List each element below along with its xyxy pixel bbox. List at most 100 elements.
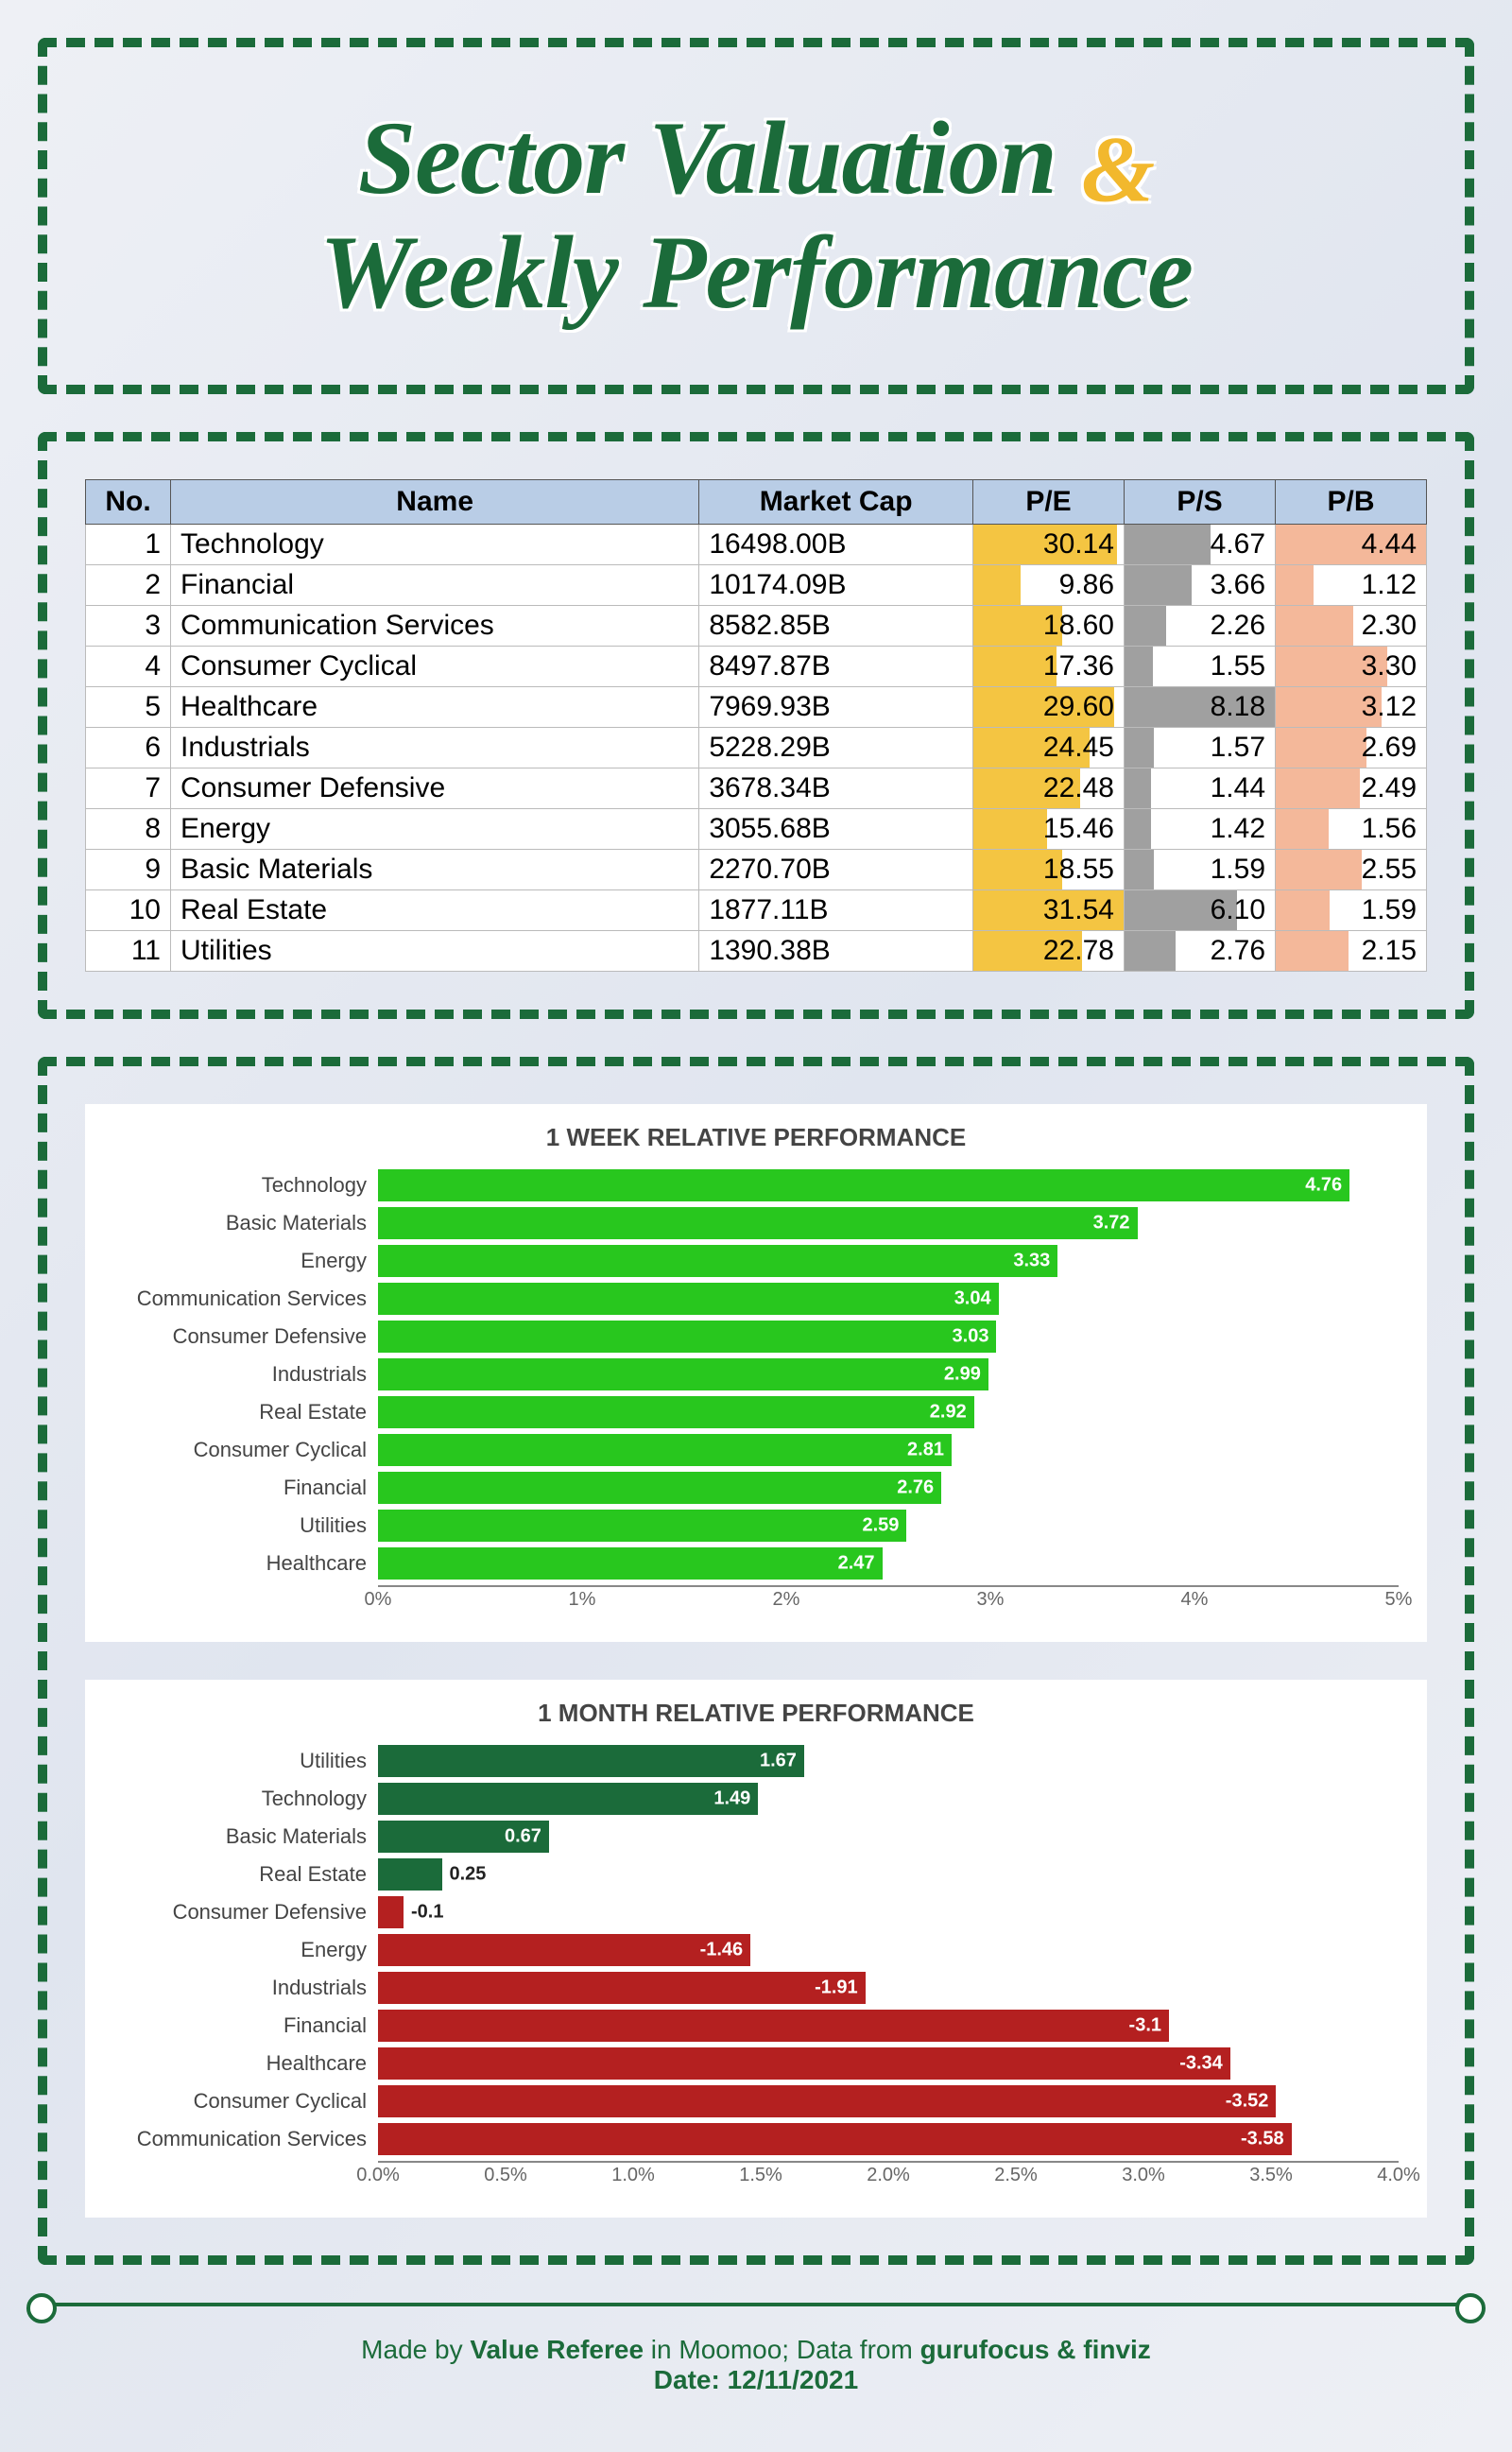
hbar-track: 3.04 xyxy=(378,1281,1399,1317)
hbar-bar xyxy=(378,1283,999,1315)
hbar-bar xyxy=(378,2010,1169,2042)
hbar-row: Consumer Cyclical -3.52 xyxy=(113,2083,1399,2119)
hbar-bar xyxy=(378,2123,1292,2155)
hbar-row: Consumer Cyclical2.81 xyxy=(113,1432,1399,1468)
hbar-label: Healthcare xyxy=(113,1551,378,1576)
hbar-row: Consumer Defensive-0.1 xyxy=(113,1894,1399,1930)
hbar-value: -1.46 xyxy=(700,1939,744,1960)
axis-tick: 3.5% xyxy=(1249,2165,1293,2186)
axis-tick: 4% xyxy=(1181,1589,1209,1611)
table-row: 11Utilities1390.38B22.782.762.15 xyxy=(86,930,1427,971)
row-ps: 1.55 xyxy=(1125,646,1276,686)
hbar-track: 3.72 xyxy=(378,1205,1399,1241)
row-pb: 3.12 xyxy=(1276,686,1427,727)
axis-tick: 2% xyxy=(773,1589,800,1611)
row-name: Technology xyxy=(171,524,699,564)
row-mcap: 10174.09B xyxy=(699,564,973,605)
hbar-value: -3.52 xyxy=(1226,2090,1269,2112)
footer-author: Value Referee xyxy=(470,2335,644,2364)
axis-tick: 4.0% xyxy=(1377,2165,1420,2186)
row-pe: 22.78 xyxy=(973,930,1125,971)
hbar-bar xyxy=(378,1358,988,1390)
footer: Made by Value Referee in Moomoo; Data fr… xyxy=(38,2303,1474,2414)
title-line1: Sector Valuation xyxy=(358,100,1057,216)
hbar-value: 2.92 xyxy=(930,1401,967,1423)
hbar-row: Utilities2.59 xyxy=(113,1508,1399,1544)
row-pe: 29.60 xyxy=(973,686,1125,727)
row-name: Energy xyxy=(171,808,699,849)
hbar-label: Consumer Cyclical xyxy=(113,2089,378,2114)
hbar-label: Energy xyxy=(113,1249,378,1273)
hbar-bar xyxy=(378,1858,442,1891)
table-header: Market Cap xyxy=(699,479,973,524)
hbar-track: 1.49 xyxy=(378,1781,1399,1817)
hbar-row: Consumer Defensive3.03 xyxy=(113,1319,1399,1355)
row-no: 6 xyxy=(86,727,171,768)
hbar-value: 0.25 xyxy=(450,1863,487,1885)
hbar-value: -3.34 xyxy=(1179,2052,1223,2074)
hbar-label: Technology xyxy=(113,1787,378,1811)
row-pb: 2.55 xyxy=(1276,849,1427,889)
hbar-value: 3.04 xyxy=(954,1287,991,1309)
row-pb: 2.69 xyxy=(1276,727,1427,768)
hbar-bar xyxy=(378,1245,1057,1277)
axis-tick: 0% xyxy=(365,1589,392,1611)
hbar-label: Communication Services xyxy=(113,2127,378,2151)
row-no: 2 xyxy=(86,564,171,605)
hbar-value: -1.91 xyxy=(815,1977,858,1998)
hbar-bar xyxy=(378,1434,952,1466)
hbar-row: Technology4.76 xyxy=(113,1167,1399,1203)
hbar-bar xyxy=(378,2085,1276,2117)
hbar-bar xyxy=(378,1745,804,1777)
axis-tick: 3% xyxy=(977,1589,1005,1611)
hbar-value: 1.67 xyxy=(760,1750,797,1771)
hbar-track: 2.92 xyxy=(378,1394,1399,1430)
row-no: 4 xyxy=(86,646,171,686)
row-pe: 17.36 xyxy=(973,646,1125,686)
hbar-value: 3.72 xyxy=(1093,1212,1130,1234)
table-header: No. xyxy=(86,479,171,524)
hbar-track: 0.67 xyxy=(378,1819,1399,1855)
hbar-label: Basic Materials xyxy=(113,1211,378,1235)
performance-panel: 1 WEEK RELATIVE PERFORMANCE Technology4.… xyxy=(38,1057,1474,2265)
hbar-bar xyxy=(378,1783,758,1815)
row-no: 3 xyxy=(86,605,171,646)
row-pb: 4.44 xyxy=(1276,524,1427,564)
row-pb: 1.56 xyxy=(1276,808,1427,849)
table-row: 4Consumer Cyclical8497.87B17.361.553.30 xyxy=(86,646,1427,686)
row-mcap: 2270.70B xyxy=(699,849,973,889)
row-ps: 4.67 xyxy=(1125,524,1276,564)
table-header: P/S xyxy=(1125,479,1276,524)
hbar-label: Financial xyxy=(113,2013,378,2038)
hbar-bar xyxy=(378,1547,883,1580)
row-mcap: 1390.38B xyxy=(699,930,973,971)
hbar-row: Industrials2.99 xyxy=(113,1356,1399,1392)
hbar-bar xyxy=(378,2047,1230,2080)
hbar-track: -3.34 xyxy=(378,2046,1399,2081)
table-row: 5Healthcare7969.93B29.608.183.12 xyxy=(86,686,1427,727)
row-mcap: 1877.11B xyxy=(699,889,973,930)
hbar-label: Financial xyxy=(113,1476,378,1500)
hbar-row: Industrials-1.91 xyxy=(113,1970,1399,2006)
hbar-value: -3.58 xyxy=(1241,2128,1284,2150)
hbar-value: 2.59 xyxy=(863,1514,900,1536)
row-pe: 18.55 xyxy=(973,849,1125,889)
table-row: 1Technology16498.00B30.144.674.44 xyxy=(86,524,1427,564)
hbar-track: 2.59 xyxy=(378,1508,1399,1544)
hbar-row: Utilities1.67 xyxy=(113,1743,1399,1779)
title-line2: Weekly Performance xyxy=(319,215,1193,330)
hbar-bar xyxy=(378,1396,974,1428)
hbar-track: 0.25 xyxy=(378,1856,1399,1892)
hbar-label: Basic Materials xyxy=(113,1824,378,1849)
hbar-label: Communication Services xyxy=(113,1286,378,1311)
row-ps: 2.76 xyxy=(1125,930,1276,971)
row-no: 1 xyxy=(86,524,171,564)
row-ps: 1.59 xyxy=(1125,849,1276,889)
axis-tick: 5% xyxy=(1385,1589,1413,1611)
footer-mid: in Moomoo; Data from xyxy=(644,2335,920,2364)
row-pe: 22.48 xyxy=(973,768,1125,808)
row-name: Industrials xyxy=(171,727,699,768)
hbar-bar xyxy=(378,1169,1349,1201)
hbar-value: 0.67 xyxy=(505,1825,541,1847)
table-header: Name xyxy=(171,479,699,524)
